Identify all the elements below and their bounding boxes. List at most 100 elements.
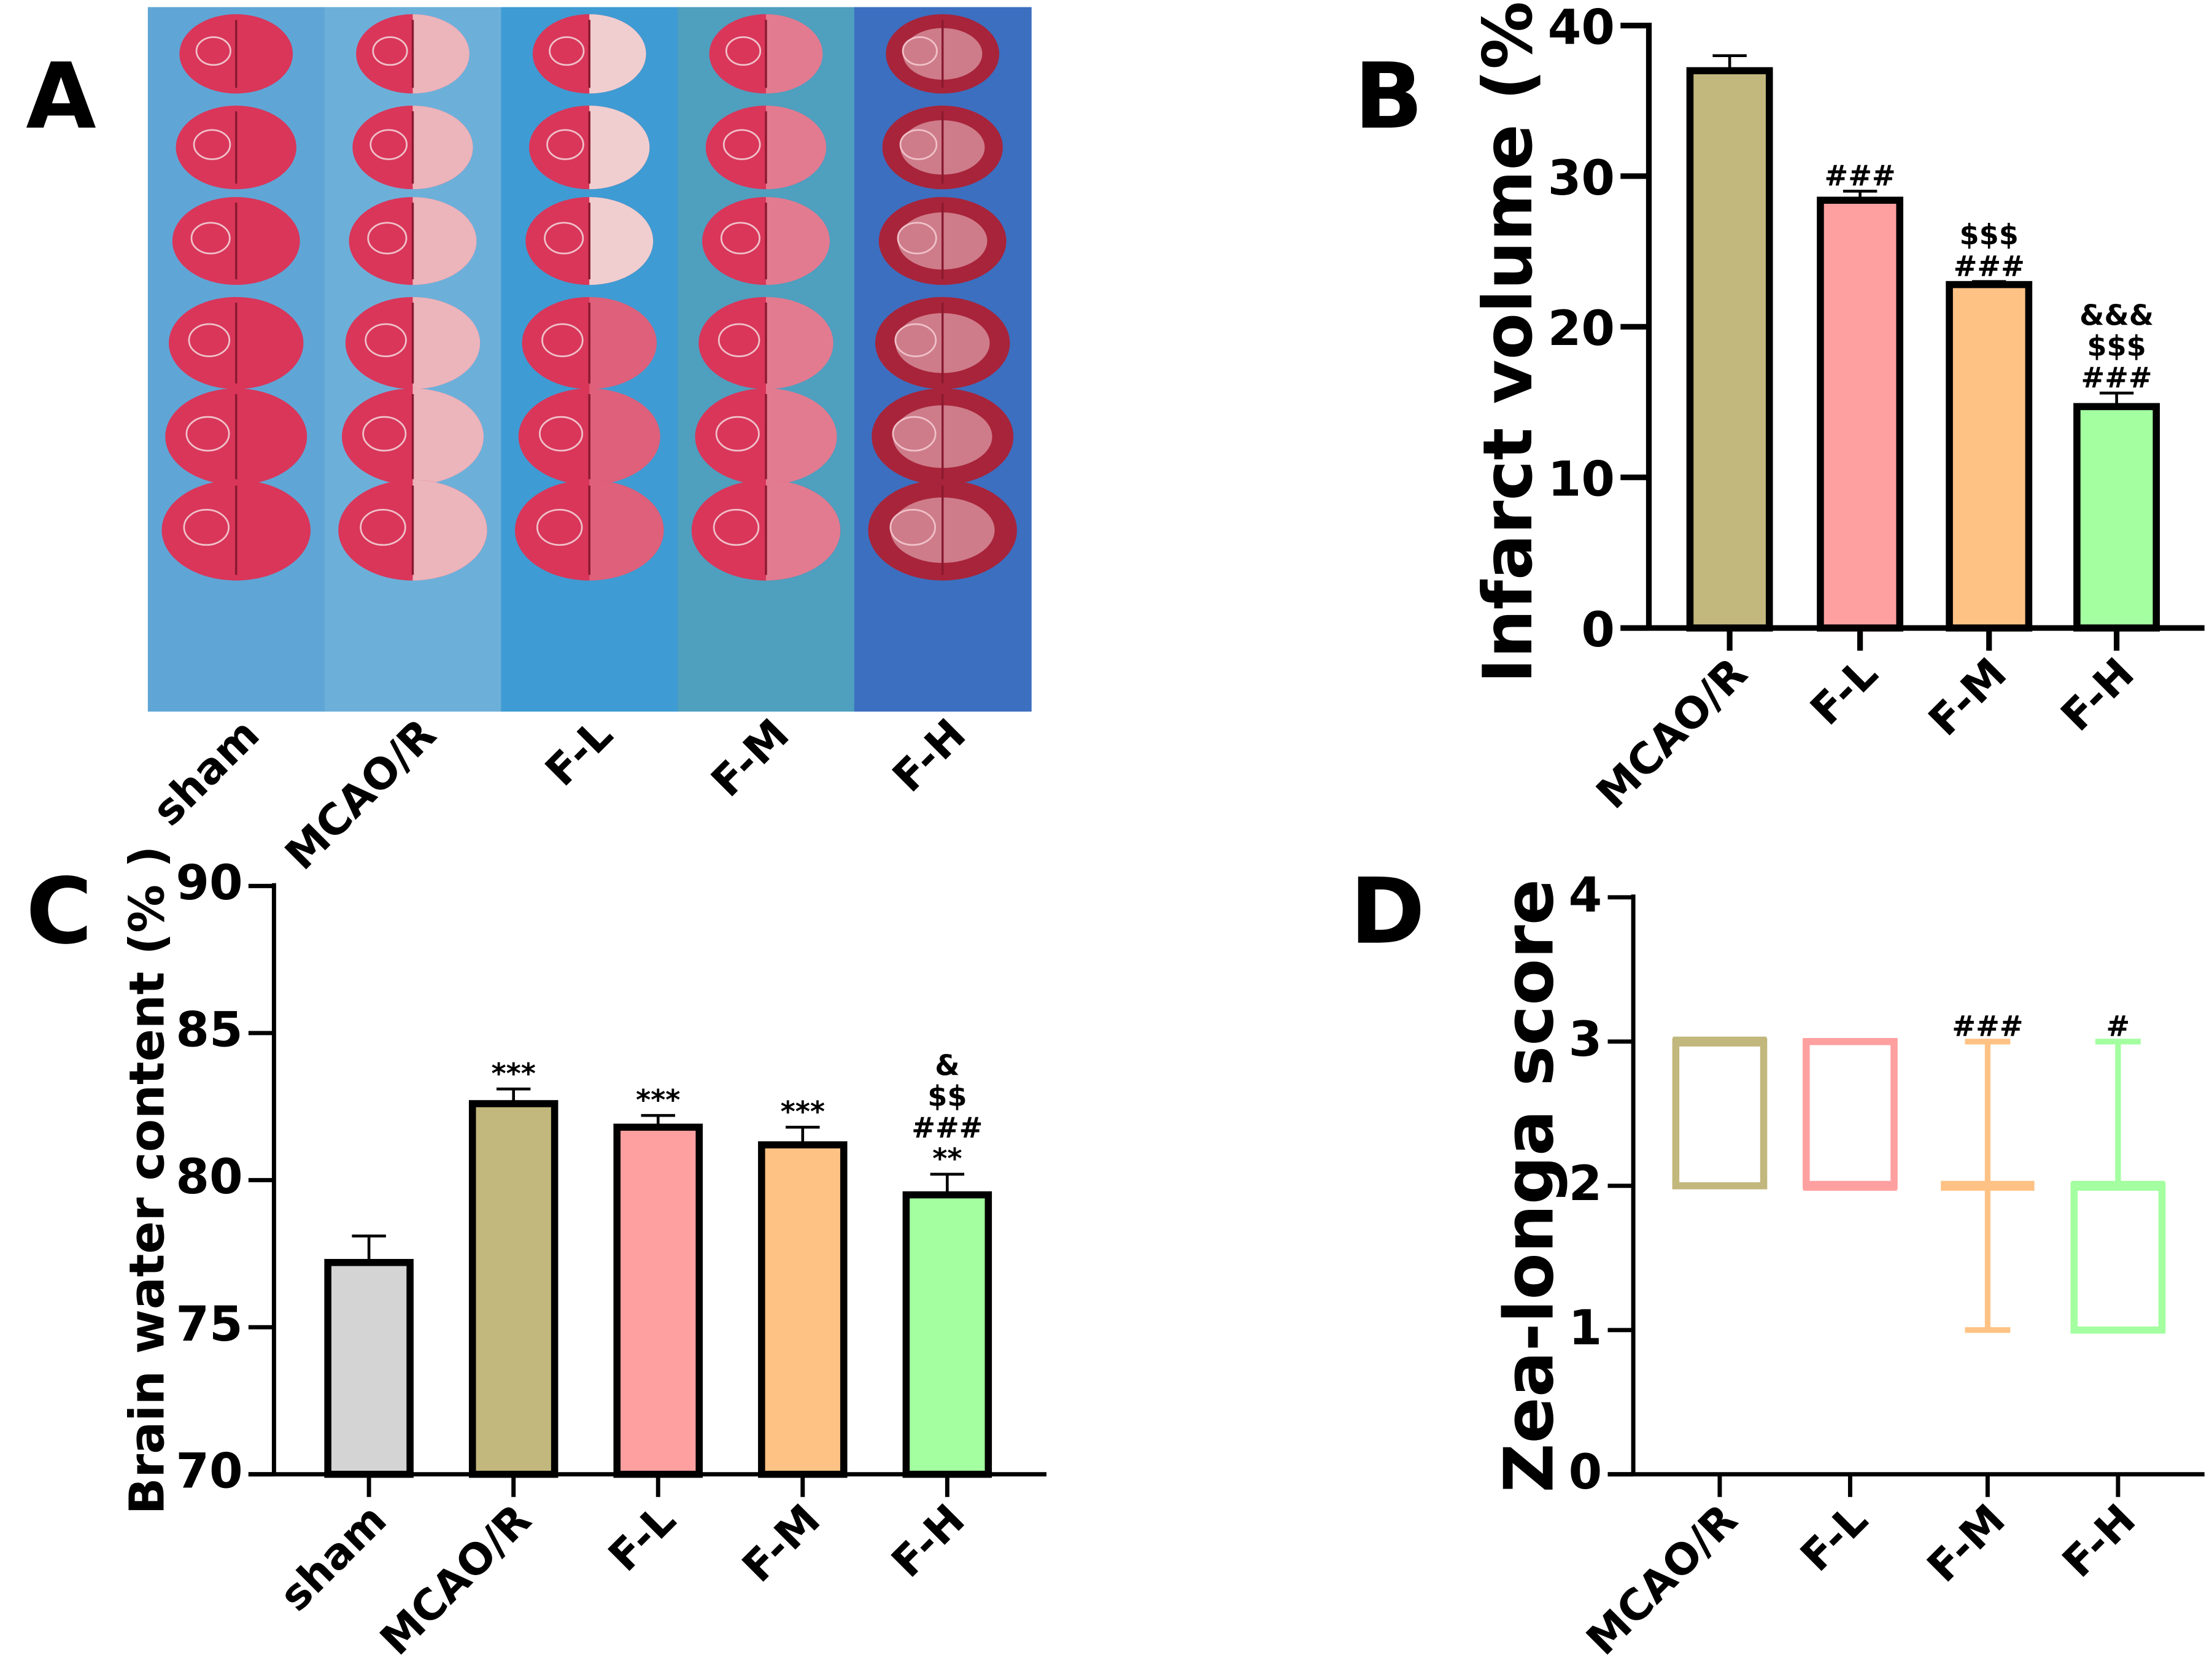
brain-slice (172, 197, 300, 285)
significance-annotation: ### (1954, 249, 2025, 282)
infarct-region (765, 296, 833, 389)
ventricle-outline (185, 416, 230, 452)
infarct-region (589, 106, 650, 190)
significance-annotation: ### (2081, 361, 2152, 394)
photo-column-label: F-L (536, 710, 622, 796)
ventricle-outline (722, 129, 761, 160)
ventricle-outline (541, 323, 584, 357)
infarct-region (765, 197, 830, 285)
bar (1686, 67, 1773, 632)
brain-slice (872, 388, 1014, 485)
y-tick-label: 75 (176, 1296, 242, 1352)
bar (758, 1141, 848, 1478)
significance-annotation: *** (781, 1095, 825, 1128)
significance-annotation: $$$ (1960, 219, 2019, 252)
ventricle-outline (720, 222, 760, 255)
ventricle-outline (717, 323, 760, 357)
box (2070, 1182, 2166, 1334)
box (1803, 1038, 1898, 1190)
y-tick-label: 4 (1569, 867, 1603, 923)
infarct-region (412, 14, 470, 94)
photo-column-label: F-H (883, 710, 975, 802)
x-tick-label: F-L (1792, 1495, 1877, 1581)
brain-slice (525, 197, 654, 285)
significance-annotation: *** (491, 1057, 535, 1090)
bar (1946, 281, 2033, 632)
panel-letter: B (1354, 44, 1423, 149)
infarct-region (589, 296, 657, 389)
photo-column-label: sham (144, 710, 269, 835)
x-tick-label: F-M (733, 1495, 830, 1592)
ventricle-outline (362, 416, 407, 452)
significance-annotation: ### (911, 1111, 983, 1144)
ventricle-outline (372, 36, 408, 66)
y-tick-label: 1 (1569, 1299, 1603, 1356)
significance-annotation: ** (932, 1142, 962, 1175)
x-tick-label: sham (271, 1495, 396, 1621)
infarct-region (412, 388, 484, 485)
brain-slice (529, 106, 650, 190)
brain-slice (169, 296, 304, 389)
significance-annotation: $$$ (2087, 330, 2146, 363)
brain-slice (698, 296, 833, 389)
ventricle-outline (546, 129, 584, 160)
brain-slice (875, 296, 1010, 389)
ventricle-outline (892, 416, 937, 452)
brain-slice (338, 479, 487, 581)
panel-letter-a: A (26, 44, 96, 149)
significance-annotation: & (935, 1048, 959, 1082)
infarct-region (412, 296, 481, 389)
brain-slice (165, 388, 307, 485)
box (1672, 1038, 1768, 1190)
photo-column-label: MCAO/R (276, 710, 446, 879)
ventricle-outline (539, 416, 584, 452)
ventricle-outline (713, 509, 760, 546)
x-tick-label: F-H (883, 1495, 975, 1587)
brain-slice (868, 479, 1017, 581)
significance-annotation: *** (636, 1083, 680, 1117)
ventricle-outline (544, 222, 584, 255)
brain-slice (356, 14, 470, 94)
x-tick-label: F-L (1801, 649, 1887, 735)
ventricle-outline (725, 36, 762, 66)
brain-slice (176, 106, 296, 190)
ventricle-outline (715, 416, 760, 452)
brain-slice (878, 197, 1007, 285)
bar (324, 1258, 414, 1478)
infarct-region (412, 479, 487, 581)
ventricle-outline (360, 509, 406, 546)
ventricle-outline (897, 222, 937, 255)
x-tick-label: F-H (2053, 1495, 2145, 1587)
y-tick-label: 0 (1569, 1444, 1603, 1500)
significance-annotation: $$ (927, 1080, 967, 1113)
brain-slice (345, 296, 481, 389)
brain-slice (695, 388, 837, 485)
panel-letter: D (1350, 859, 1425, 964)
photo-column-label: F-M (702, 710, 799, 807)
bar (1817, 196, 1904, 632)
significance-annotation: &&& (2079, 298, 2154, 331)
brain-slice (532, 14, 646, 94)
brain-slice (514, 479, 664, 581)
y-axis-label: Brain water content (% ) (118, 846, 175, 1515)
ventricle-outline (894, 323, 937, 357)
panel-letter: C (26, 859, 92, 964)
ventricle-outline (369, 129, 408, 160)
brain-slice (691, 479, 841, 581)
ventricle-outline (902, 36, 938, 66)
ventricle-outline (195, 36, 231, 66)
ventricle-outline (193, 129, 231, 160)
y-tick-label: 85 (176, 1002, 242, 1058)
infarct-region (765, 14, 823, 94)
y-tick-label: 90 (176, 854, 242, 911)
significance-annotation: ### (1825, 159, 1896, 192)
y-tick-label: 70 (176, 1443, 242, 1499)
x-tick-label: MCAO/R (1577, 1495, 1747, 1665)
ventricle-outline (183, 509, 230, 546)
bar (2073, 403, 2160, 632)
x-tick-label: MCAO/R (371, 1495, 541, 1665)
x-tick-label: F-M (1918, 1495, 2015, 1592)
